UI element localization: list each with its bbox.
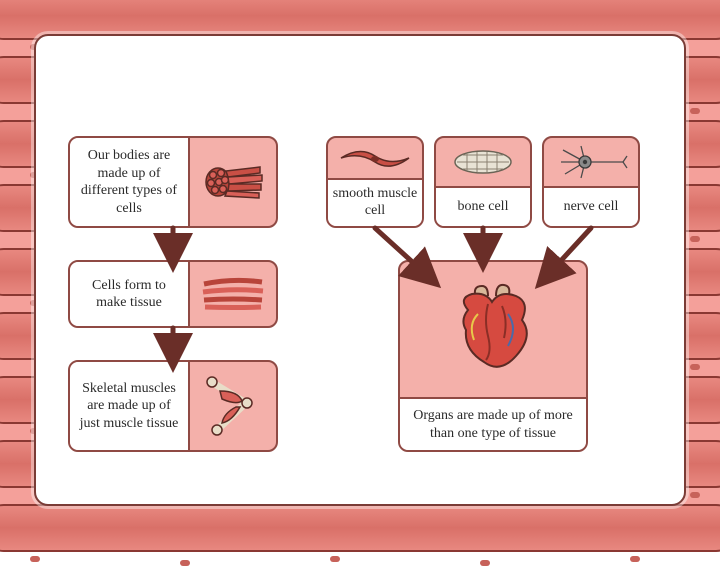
flow-arrows — [0, 0, 720, 540]
